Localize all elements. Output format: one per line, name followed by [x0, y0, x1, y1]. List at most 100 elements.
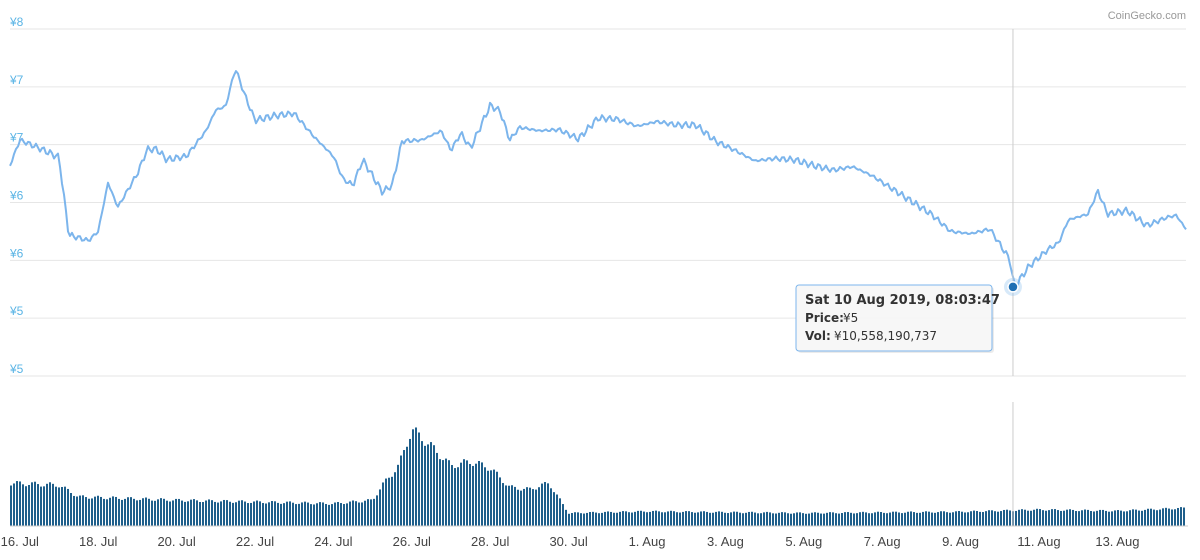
volume-bar: [202, 502, 204, 526]
volume-bar: [562, 504, 564, 526]
volume-bar: [718, 511, 720, 526]
volume-bar: [496, 471, 498, 526]
volume-bar: [274, 501, 276, 526]
volume-bar: [388, 477, 390, 526]
volume-bar: [742, 513, 744, 526]
volume-bar: [793, 513, 795, 526]
volume-bar: [628, 512, 630, 526]
volume-bar: [76, 496, 78, 526]
volume-bar: [1009, 510, 1011, 526]
volume-bar: [874, 512, 876, 526]
volume-bar: [1069, 509, 1071, 526]
volume-bar: [532, 489, 534, 526]
volume-bar: [799, 512, 801, 526]
volume-bar: [877, 511, 879, 526]
volume-bar: [988, 510, 990, 526]
volume-bar: [172, 500, 174, 526]
volume-bar: [16, 481, 18, 526]
volume-bar: [994, 511, 996, 526]
volume-bar: [469, 464, 471, 526]
coingecko-credit[interactable]: CoinGecko.com: [1108, 10, 1186, 22]
volume-bar: [1063, 510, 1065, 526]
volume-bar: [544, 482, 546, 526]
hover-marker[interactable]: [1007, 281, 1019, 293]
volume-bar: [154, 500, 156, 526]
volume-bar: [232, 502, 234, 526]
volume-bar: [148, 498, 150, 526]
volume-bar: [52, 483, 54, 526]
x-tick-label: 20. Jul: [157, 534, 195, 549]
volume-bar: [367, 499, 369, 526]
volume-bar: [997, 511, 999, 526]
x-axis-labels: 16. Jul 18. Jul 20. Jul 22. Jul 24. Jul 26. J…: [1, 534, 1140, 549]
volume-bar: [91, 498, 93, 526]
volume-bar: [337, 502, 339, 526]
volume-bar: [127, 497, 129, 526]
price-series-line[interactable]: [9, 70, 1187, 287]
volume-bar: [754, 512, 756, 526]
volume-bar: [622, 511, 624, 526]
volume-bar: [1144, 509, 1146, 526]
volume-bar: [868, 513, 870, 526]
x-tick-label: 9. Aug: [942, 534, 979, 549]
volume-bar: [109, 497, 111, 526]
volume-bar: [400, 455, 402, 526]
volume-bar: [271, 501, 273, 526]
volume-bar: [304, 501, 306, 526]
volume-bar: [49, 482, 51, 526]
volume-bar: [448, 460, 450, 526]
volume-bar: [253, 501, 255, 526]
volume-bar: [1105, 510, 1107, 526]
volume-bar: [112, 496, 114, 526]
volume-bar: [586, 512, 588, 526]
volume-bar: [88, 498, 90, 526]
volume-bar: [1117, 510, 1119, 526]
volume-bar: [982, 512, 984, 526]
x-tick-label: 7. Aug: [864, 534, 901, 549]
volume-bar: [1018, 509, 1020, 526]
volume-bar: [355, 501, 357, 526]
volume-bar: [64, 486, 66, 526]
volume-bar: [658, 511, 660, 526]
volume-bar: [898, 512, 900, 526]
volume-bar: [55, 486, 57, 526]
volume-bar: [616, 512, 618, 526]
volume-bar: [490, 470, 492, 526]
volume-bar: [178, 498, 180, 526]
volume-bar: [841, 513, 843, 526]
volume-bar: [871, 513, 873, 526]
volume-bar: [115, 496, 117, 526]
volume-bar: [364, 500, 366, 526]
volume-bar: [913, 512, 915, 526]
volume-bar: [703, 511, 705, 526]
volume-bar: [151, 500, 153, 526]
volume-bar: [175, 498, 177, 526]
volume-bar: [811, 512, 813, 526]
volume-bar: [295, 504, 297, 526]
volume-bar: [40, 486, 42, 526]
y-tick-label: ¥6: [9, 246, 24, 260]
volume-bar: [397, 464, 399, 526]
volume-bar: [580, 513, 582, 526]
volume-bar: [883, 512, 885, 526]
volume-bar: [1051, 509, 1053, 526]
volume-bar: [631, 512, 633, 526]
volume-bar: [61, 486, 63, 526]
volume-bar: [1150, 508, 1152, 526]
volume-series[interactable]: [10, 427, 1185, 526]
volume-bar: [1165, 507, 1167, 526]
volume-bar: [1084, 509, 1086, 526]
volume-bar: [1141, 510, 1143, 526]
tooltip-vol-key: Vol:: [805, 329, 831, 343]
volume-bar: [592, 511, 594, 526]
volume-bar: [670, 510, 672, 526]
volume-bar: [1015, 510, 1017, 526]
volume-bar: [235, 502, 237, 526]
volume-bar: [1078, 511, 1080, 526]
volume-bar: [781, 512, 783, 526]
volume-bar: [43, 486, 45, 526]
volume-bar: [973, 510, 975, 526]
volume-bar: [625, 511, 627, 526]
volume-bar: [985, 511, 987, 526]
